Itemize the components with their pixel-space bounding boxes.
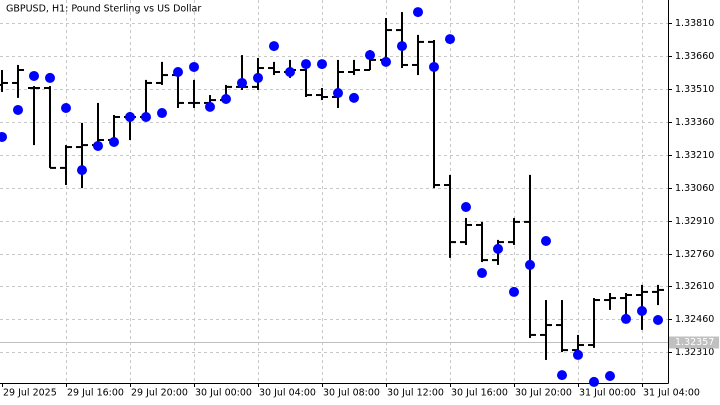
marker — [189, 61, 199, 72]
marker — [525, 259, 535, 270]
marker — [461, 201, 471, 212]
marker — [317, 59, 327, 70]
x-tick-label: 31 Jul 04:00 — [643, 388, 700, 399]
y-tick-label: 1.33360 — [675, 117, 714, 128]
y-tick-label: 1.33060 — [675, 183, 714, 194]
marker — [605, 370, 615, 381]
marker — [429, 61, 439, 72]
marker — [205, 101, 215, 112]
x-tick-label: 30 Jul 04:00 — [259, 388, 316, 399]
marker — [157, 108, 167, 119]
marker — [557, 370, 567, 381]
y-tick-label: 1.32460 — [675, 314, 714, 325]
marker — [349, 92, 359, 103]
marker — [381, 56, 391, 67]
x-tick-label: 30 Jul 08:00 — [323, 388, 380, 399]
marker — [173, 66, 183, 77]
y-tick-label: 1.33210 — [675, 150, 714, 161]
x-tick-label: 30 Jul 00:00 — [195, 388, 252, 399]
marker — [509, 286, 519, 297]
x-tick-label: 29 Jul 20:00 — [131, 388, 188, 399]
marker — [61, 102, 71, 113]
x-tick-label: 30 Jul 20:00 — [515, 388, 572, 399]
marker — [365, 50, 375, 61]
marker — [13, 104, 23, 115]
y-tick-label: 1.32760 — [675, 249, 714, 260]
marker — [413, 7, 423, 18]
chart-title: GBPUSD, H1: Pound Sterling vs US Dollar — [6, 4, 201, 15]
marker — [269, 41, 279, 52]
y-tick-label: 1.32910 — [675, 216, 714, 227]
marker — [397, 41, 407, 52]
y-tick-label: 1.33660 — [675, 51, 714, 62]
x-tick-label: 29 Jul 16:00 — [67, 388, 124, 399]
marker — [333, 88, 343, 99]
x-tick-label: 31 Jul 00:00 — [579, 388, 636, 399]
y-tick-label: 1.33810 — [675, 18, 714, 29]
y-tick-label: 1.32610 — [675, 281, 714, 292]
y-tick-label: 1.33510 — [675, 84, 714, 95]
last-price-box — [669, 336, 719, 349]
marker — [29, 70, 39, 81]
last-price-label: 1.32357 — [675, 337, 714, 348]
marker — [621, 313, 631, 324]
x-tick-label: 30 Jul 12:00 — [387, 388, 444, 399]
marker — [589, 376, 599, 387]
marker — [221, 93, 231, 104]
marker — [285, 66, 295, 77]
marker — [477, 268, 487, 279]
x-tick-label: 30 Jul 16:00 — [451, 388, 508, 399]
marker — [0, 131, 7, 142]
marker — [125, 111, 135, 122]
marker — [109, 137, 119, 148]
marker — [301, 59, 311, 70]
marker — [45, 72, 55, 83]
marker — [493, 243, 503, 254]
marker — [573, 349, 583, 360]
marker — [653, 315, 663, 326]
marker — [253, 72, 263, 83]
marker — [637, 306, 647, 317]
marker — [77, 165, 87, 176]
marker — [445, 34, 455, 45]
marker — [541, 235, 551, 246]
marker — [93, 140, 103, 151]
marker — [237, 77, 247, 88]
x-tick-label: 29 Jul 2025 — [3, 388, 57, 399]
marker — [141, 111, 151, 122]
y-tick-label: 1.32310 — [675, 347, 714, 358]
